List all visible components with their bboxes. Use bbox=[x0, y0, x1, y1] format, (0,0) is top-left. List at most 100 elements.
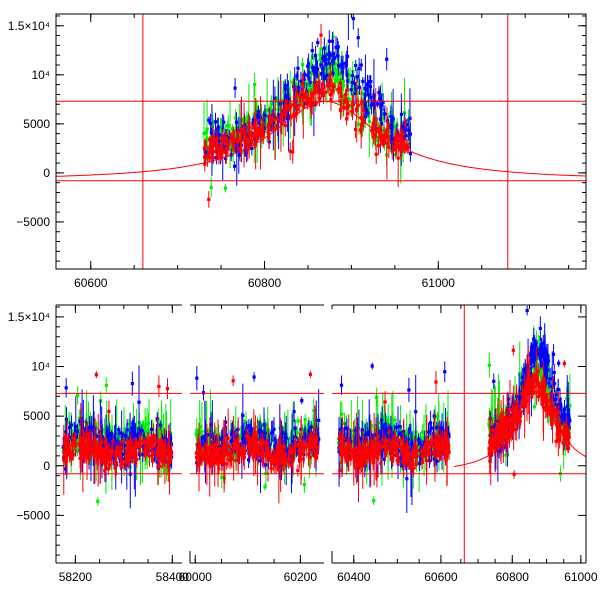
data-point bbox=[204, 130, 208, 135]
data-point bbox=[255, 446, 260, 450]
data-point bbox=[166, 463, 170, 468]
data-point bbox=[332, 66, 336, 70]
data-point bbox=[393, 124, 397, 129]
data-point bbox=[301, 104, 305, 109]
data-point bbox=[208, 445, 212, 449]
data-point bbox=[246, 135, 250, 139]
data-point bbox=[292, 410, 296, 414]
data-point bbox=[321, 83, 325, 87]
data-point bbox=[264, 454, 268, 458]
data-point bbox=[446, 423, 450, 427]
data-point bbox=[374, 152, 378, 156]
data-point bbox=[196, 438, 200, 442]
data-point bbox=[209, 454, 213, 458]
data-point bbox=[168, 436, 173, 441]
data-point bbox=[207, 436, 211, 440]
data-point bbox=[378, 421, 382, 425]
data-point bbox=[84, 427, 88, 431]
data-point bbox=[399, 148, 403, 152]
data-point bbox=[330, 39, 335, 43]
data-point bbox=[300, 433, 305, 437]
data-point bbox=[163, 449, 168, 453]
data-point bbox=[206, 456, 210, 460]
data-point bbox=[281, 430, 285, 435]
data-point bbox=[149, 427, 154, 432]
data-point bbox=[301, 457, 305, 461]
data-point bbox=[87, 457, 92, 461]
data-point bbox=[321, 56, 325, 60]
data-point bbox=[211, 121, 215, 125]
data-point bbox=[123, 443, 127, 448]
data-point bbox=[338, 107, 343, 111]
data-point bbox=[92, 447, 96, 451]
data-point bbox=[361, 79, 365, 83]
data-point bbox=[306, 64, 310, 68]
data-point bbox=[374, 117, 378, 121]
data-point bbox=[327, 51, 331, 56]
data-point bbox=[330, 84, 334, 88]
data-point bbox=[165, 440, 169, 444]
data-point bbox=[152, 434, 156, 438]
data-point bbox=[216, 146, 220, 150]
data-point bbox=[211, 149, 215, 153]
data-point bbox=[212, 440, 216, 445]
data-point bbox=[293, 426, 297, 430]
data-point bbox=[324, 62, 328, 66]
data-point bbox=[127, 447, 131, 451]
data-point bbox=[354, 87, 358, 91]
data-point bbox=[360, 101, 364, 106]
data-point bbox=[278, 104, 282, 108]
data-point bbox=[291, 150, 295, 154]
data-point bbox=[259, 113, 264, 117]
data-point bbox=[105, 429, 109, 433]
data-point bbox=[217, 455, 221, 459]
data-point bbox=[119, 464, 123, 468]
data-point bbox=[393, 418, 397, 422]
data-point bbox=[132, 453, 136, 458]
data-point bbox=[229, 134, 233, 138]
data-point bbox=[146, 421, 151, 425]
data-point bbox=[299, 79, 303, 83]
data-point bbox=[342, 79, 346, 83]
data-point bbox=[233, 86, 237, 90]
data-point bbox=[203, 142, 207, 146]
data-point bbox=[243, 449, 248, 453]
data-point bbox=[238, 125, 242, 129]
data-point bbox=[361, 105, 365, 109]
data-point bbox=[85, 454, 89, 459]
data-point bbox=[322, 75, 326, 79]
data-point bbox=[247, 445, 252, 449]
data-point bbox=[236, 140, 240, 144]
data-point bbox=[107, 463, 112, 467]
data-point bbox=[285, 459, 289, 463]
data-point bbox=[129, 453, 133, 457]
data-point bbox=[153, 447, 157, 451]
data-point bbox=[84, 442, 88, 446]
data-point bbox=[246, 433, 250, 438]
data-point bbox=[94, 453, 98, 457]
data-point bbox=[234, 116, 238, 120]
data-point bbox=[336, 54, 340, 58]
data-point bbox=[118, 440, 122, 444]
data-point bbox=[253, 122, 257, 126]
data-point bbox=[372, 499, 376, 503]
data-point bbox=[321, 93, 326, 98]
data-point bbox=[373, 438, 377, 442]
data-point bbox=[350, 110, 355, 114]
data-point bbox=[290, 451, 294, 455]
data-point bbox=[292, 88, 297, 92]
data-point bbox=[298, 94, 302, 99]
data-point bbox=[222, 136, 226, 140]
data-point bbox=[197, 455, 201, 459]
data-point bbox=[75, 449, 80, 453]
data-point bbox=[303, 432, 307, 436]
data-point bbox=[377, 130, 381, 134]
data-point bbox=[194, 451, 198, 455]
data-point bbox=[218, 148, 222, 152]
data-point bbox=[119, 456, 123, 461]
data-point bbox=[400, 126, 404, 130]
data-point bbox=[225, 124, 230, 128]
data-point bbox=[338, 86, 343, 90]
data-point bbox=[400, 140, 404, 145]
data-point bbox=[201, 391, 206, 395]
